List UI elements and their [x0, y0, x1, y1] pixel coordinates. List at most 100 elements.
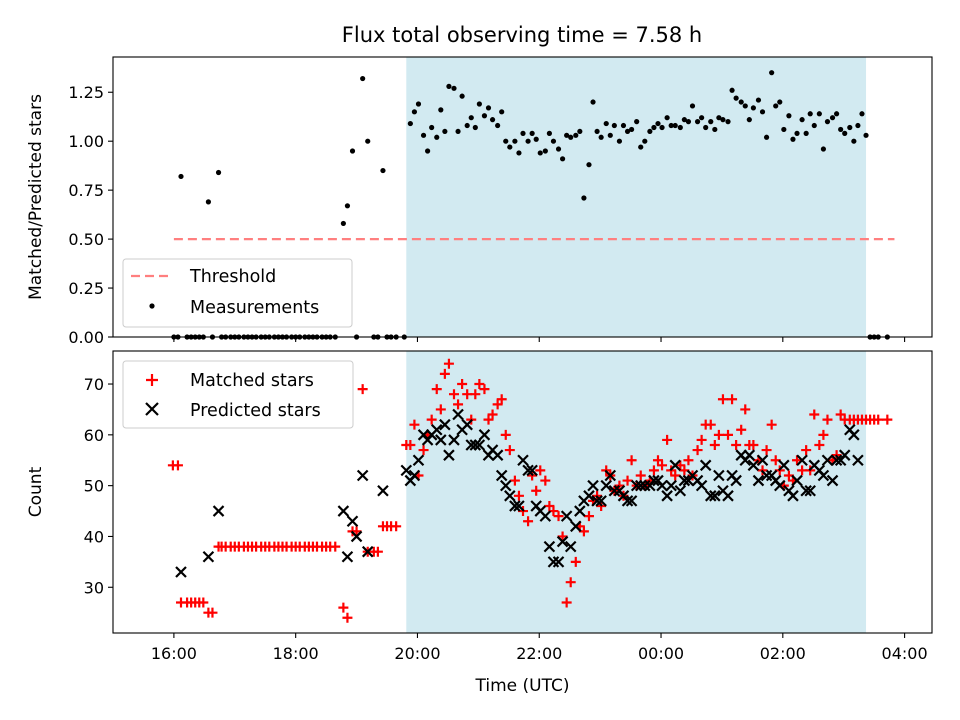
measurement-point	[824, 119, 831, 125]
predicted-star-point	[730, 474, 742, 487]
matched-star-point	[391, 521, 402, 532]
measurement-point	[642, 138, 648, 144]
matched-star-point	[683, 455, 694, 466]
predicted-star-point	[756, 454, 769, 467]
measurement-point	[512, 138, 518, 144]
matched-star-point	[553, 511, 564, 522]
measurement-point	[340, 220, 346, 227]
matched-star-point	[557, 531, 568, 542]
predicted-star-point	[556, 535, 569, 548]
measurement-point	[603, 120, 609, 127]
predicted-star-point	[583, 490, 595, 502]
predicted-star-point	[830, 454, 843, 467]
matched-star-point	[496, 394, 507, 405]
x-tick-label: 18:00	[273, 644, 319, 663]
measurement-point	[481, 113, 488, 119]
measurement-point	[681, 117, 687, 123]
predicted-star-point	[634, 479, 647, 492]
measurement-point	[746, 117, 752, 123]
measurement-point	[472, 124, 478, 131]
matched-star-point	[809, 409, 820, 420]
predicted-star-point	[350, 530, 363, 543]
measurement-point	[550, 138, 557, 144]
predicted-star-point	[791, 474, 803, 487]
predicted-star-point	[722, 490, 734, 502]
measurement-point	[178, 173, 184, 180]
predicted-star-point	[752, 474, 765, 487]
matched-star-point	[822, 414, 833, 425]
predicted-star-point	[469, 439, 482, 451]
legend-threshold-label: Threshold	[189, 267, 276, 287]
predicted-star-point	[743, 449, 756, 461]
matched-star-point	[443, 358, 454, 369]
predicted-star-point	[504, 490, 516, 502]
measurement-point	[507, 144, 513, 150]
matched-star-point	[713, 429, 724, 440]
predicted-star-point	[773, 479, 786, 492]
matched-star-point	[198, 597, 209, 608]
measurement-point	[851, 138, 857, 144]
bottom-panel: 30 40 50 60 70 16:00 18:00 20:00 22:00 00:00 02:00…	[26, 350, 933, 696]
predicted-star-point	[800, 484, 812, 497]
measurement-point	[842, 130, 848, 136]
measurement-point	[773, 103, 779, 109]
predicted-star-point	[709, 490, 721, 502]
measurement-point	[859, 111, 865, 117]
x-tick-label: 20:00	[394, 644, 440, 663]
measurement-point	[708, 119, 714, 125]
y-tick-label: 0.75	[68, 181, 104, 200]
predicted-star-point	[713, 469, 725, 482]
measurement-point	[803, 130, 809, 136]
measurement-point	[733, 95, 739, 101]
matched-star-point	[622, 475, 633, 486]
predicted-star-point	[212, 505, 225, 517]
measurement-point	[503, 138, 509, 144]
matched-star-point	[583, 511, 594, 522]
axes-frame	[112, 56, 933, 338]
measurement-point	[407, 120, 413, 127]
predicted-star-point	[848, 429, 860, 441]
matched-star-point	[439, 368, 450, 379]
matched-star-point	[342, 612, 353, 623]
predicted-star-point	[452, 408, 464, 421]
matched-star-point	[431, 384, 442, 395]
measurement-point	[555, 146, 562, 152]
predicted-star-point	[704, 490, 717, 502]
measurement-point	[344, 203, 351, 209]
predicted-star-point	[341, 551, 354, 563]
series-measurements	[171, 70, 890, 340]
matched-star-point	[470, 389, 481, 400]
matched-star-point	[614, 480, 625, 491]
matched-star-point	[761, 445, 772, 456]
matched-star-point	[882, 414, 893, 425]
measurement-point	[781, 126, 787, 133]
measurement-point	[495, 122, 501, 129]
matched-star-point	[731, 440, 742, 450]
predicted-star-point	[522, 464, 534, 477]
measurement-point	[720, 117, 726, 123]
top-panel: 0.00 0.25 0.50 0.75 1.00 1.25 Matched/Predicte…	[26, 56, 933, 347]
predicted-star-point	[443, 449, 455, 461]
measurement-point	[628, 126, 635, 133]
matched-star-point	[372, 546, 383, 557]
predicted-star-point	[412, 454, 425, 467]
measurement-point	[429, 124, 435, 131]
measurement-point	[685, 119, 692, 125]
measurement-point	[820, 146, 827, 152]
predicted-star-point	[495, 469, 508, 482]
matched-star-point	[792, 455, 803, 466]
measurement-point	[738, 99, 744, 105]
matched-star-point	[662, 434, 673, 445]
measurement-point	[725, 119, 731, 125]
measurement-point	[863, 132, 869, 138]
matched-star-point	[483, 414, 494, 425]
measurement-point	[546, 130, 552, 136]
measurement-point	[607, 132, 613, 138]
x-tick-label: 02:00	[760, 644, 806, 663]
predicted-star-point	[361, 545, 374, 558]
predicted-star-point	[639, 479, 651, 492]
series-matched-stars	[167, 358, 893, 623]
matched-star-point	[657, 460, 668, 471]
predicted-star-point	[826, 474, 839, 487]
